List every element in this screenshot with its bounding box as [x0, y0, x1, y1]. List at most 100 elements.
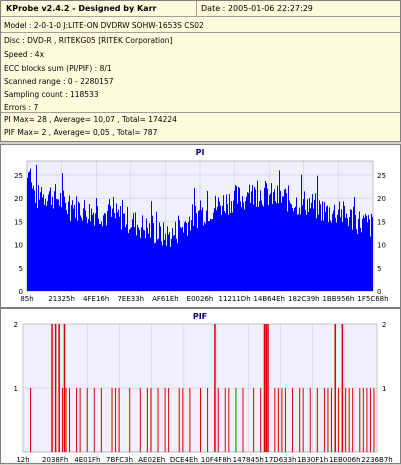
pi-bar: [185, 221, 186, 291]
pi-bar: [55, 184, 56, 291]
pi-bar: [365, 213, 366, 291]
pi-bar: [242, 196, 243, 291]
pi-bar: [151, 201, 152, 291]
pi-bar: [93, 212, 94, 291]
pi-bar: [31, 182, 32, 291]
pi-bar: [200, 200, 201, 291]
pi-bar: [46, 205, 47, 291]
pi-bar: [173, 235, 174, 291]
pif-bar: [214, 324, 216, 452]
pi-bar: [41, 187, 42, 291]
pi-bar: [337, 214, 338, 291]
pi-bar: [312, 193, 313, 291]
pi-bar: [118, 209, 119, 291]
pi-bar: [62, 173, 63, 291]
pif-bar: [330, 388, 332, 452]
pi-bar: [226, 194, 227, 291]
pi-bar: [317, 175, 318, 291]
pi-bar: [327, 205, 328, 291]
pi-bar: [51, 205, 52, 291]
pi-bar: [141, 227, 142, 291]
pi-bar: [101, 221, 102, 291]
pi-bar: [354, 197, 355, 291]
pi-bar: [264, 187, 265, 291]
pi-bar: [202, 207, 203, 291]
pi-bar: [309, 197, 310, 291]
pi-bar: [323, 220, 324, 291]
pif-bar: [207, 388, 209, 452]
pi-bar: [292, 208, 293, 291]
pi-bar: [159, 222, 160, 291]
pi-bar: [306, 214, 307, 291]
pi-bar: [208, 221, 209, 291]
pi-bar: [235, 185, 236, 291]
divider: [1, 16, 400, 17]
pi-bar: [219, 201, 220, 291]
pi-bar: [295, 206, 296, 291]
pi-bar: [183, 232, 184, 291]
pi-bar: [44, 204, 45, 291]
pi-bar: [289, 200, 290, 291]
pi-bar: [103, 215, 104, 291]
pi-bar: [314, 199, 315, 291]
pi-y-tick-label: 0: [377, 288, 381, 296]
pi-bar: [27, 177, 28, 291]
pi-bar: [215, 195, 216, 291]
pi-x-tick-label: 4FE16h: [83, 295, 109, 303]
pi-bar: [182, 226, 183, 291]
pi-bar: [186, 222, 187, 291]
pi-bar: [52, 196, 53, 291]
pi-bar: [359, 211, 360, 291]
pi-bar: [214, 208, 215, 291]
pi-bar: [81, 217, 82, 291]
pi-bar: [310, 208, 311, 291]
pif-chart-panel: PIF 1 1 2 2 12h 2038Fh 4E01Fh 7BFC3h AE02Eh DCE4E…: [0, 308, 401, 464]
divider: [1, 112, 400, 113]
pi-bar: [68, 201, 69, 291]
pif-bar: [115, 388, 117, 452]
pi-bar: [65, 202, 66, 291]
scan-date: Date : 2005-01-06 22:27:29: [201, 4, 313, 13]
pi-bar: [237, 203, 238, 291]
pi-bar: [285, 188, 286, 291]
pi-bar: [250, 202, 251, 291]
pi-x-tick-label: 182C39h: [288, 295, 320, 303]
pif-bar: [369, 388, 371, 452]
pi-bar: [64, 196, 65, 291]
pi-bar: [160, 226, 161, 291]
errors-line: Errors : 7: [4, 103, 39, 112]
pi-bar: [192, 204, 193, 291]
pi-x-tick-label: 85h: [20, 295, 33, 303]
divider: [196, 1, 197, 16]
pi-bar: [90, 221, 91, 291]
pi-bar: [145, 238, 146, 291]
pi-x-tick-label: 7EE33h: [117, 295, 144, 303]
pi-bar: [256, 206, 257, 291]
pif-bar: [345, 388, 347, 452]
pi-bar: [271, 183, 272, 291]
pi-y-tick-label: 25: [377, 172, 386, 180]
pif-x-tick-label: 2038Fh: [42, 456, 68, 463]
pi-bar: [334, 204, 335, 291]
pif-bars: [30, 324, 375, 452]
pif-x-tick-label: 17D633h: [264, 456, 296, 463]
pi-bar: [58, 199, 59, 291]
pi-bar: [229, 194, 230, 291]
pi-bar: [340, 217, 341, 291]
pif-chart: PIF 1 1 2 2 12h 2038Fh 4E01Fh 7BFC3h AE02Eh DCE4E…: [14, 312, 393, 464]
pi-bar: [179, 220, 180, 291]
pi-bar: [67, 214, 68, 291]
pi-bar: [203, 225, 204, 291]
pi-bar: [318, 214, 319, 291]
pi-bar: [273, 192, 274, 291]
pif-y-tick-label: 1: [14, 385, 18, 393]
pi-bar: [269, 195, 270, 291]
pi-bar: [321, 220, 322, 291]
pif-bar: [146, 388, 148, 452]
ecc-line: ECC blocks sum (PI/PIF) : 8/1: [4, 64, 112, 73]
pi-bar: [189, 216, 190, 291]
pi-bars: [27, 164, 373, 291]
pi-bar: [131, 227, 132, 291]
pi-bar: [288, 185, 289, 291]
pif-bar: [224, 388, 226, 452]
